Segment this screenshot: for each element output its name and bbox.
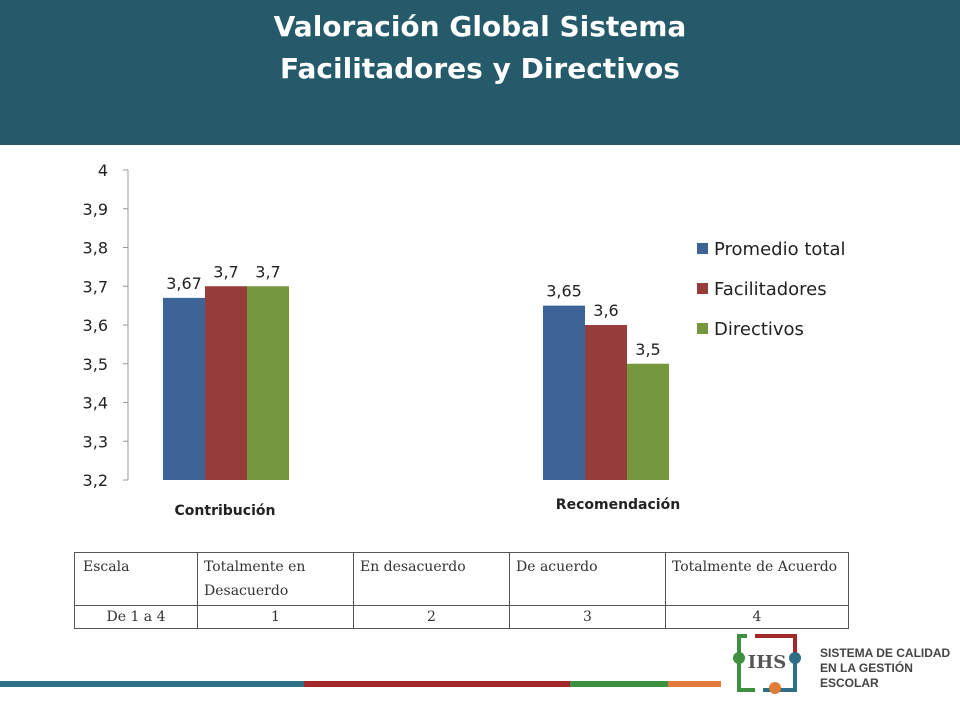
header-banner: Valoración Global Sistema Facilitadores …: [0, 0, 960, 145]
data-label: 3,67: [166, 274, 202, 293]
page-title-line1: Valoración Global Sistema: [273, 10, 687, 43]
bar-promedio-total: [543, 305, 585, 480]
data-label: 3,65: [546, 282, 582, 301]
scale-value-cell: De 1 a 4: [74, 605, 198, 629]
bar-directivos: [627, 363, 669, 480]
logo-mark-text: IHS: [748, 652, 786, 673]
scale-header-cell: Escala: [74, 552, 198, 606]
page-title-line2: Facilitadores y Directivos: [280, 52, 680, 85]
footer-stripe-red: [304, 681, 570, 687]
scale-value-cell: 2: [353, 605, 510, 629]
legend-label: Promedio total: [714, 239, 845, 260]
bar-promedio-total: [163, 297, 205, 480]
footer-stripes: [0, 681, 960, 687]
bar-directivos: [247, 286, 289, 480]
y-tick-label: 3,3: [83, 432, 108, 451]
scale-value-cell: 4: [665, 605, 849, 629]
logo-text: SISTEMA DE CALIDAD EN LA GESTIÓN ESCOLAR: [820, 646, 951, 690]
scale-header-cell: Totalmente en Desacuerdo: [197, 552, 354, 606]
footer-stripe-blue: [0, 681, 304, 687]
legend-label: Directivos: [714, 319, 804, 340]
scale-table-header-row: Escala Totalmente en Desacuerdo En desac…: [74, 552, 849, 606]
scale-header-cell: De acuerdo: [509, 552, 666, 606]
footer-stripe-green: [570, 681, 668, 687]
scale-header-cell: En desacuerdo: [353, 552, 510, 606]
y-tick-label: 3,5: [83, 355, 108, 374]
data-label: 3,5: [635, 340, 660, 359]
y-tick-label: 3,4: [83, 394, 108, 413]
bar-facilitadores: [585, 325, 627, 480]
data-label: 3,7: [255, 262, 280, 281]
bar-chart: 3,2 3,3 3,4 3,5 3,6 3,7 3,8 3,9 4 3,67 3,7 3,7 Contr…: [83, 161, 846, 519]
footer-stripe-orange: [668, 681, 721, 687]
scale-value-cell: 3: [509, 605, 666, 629]
category-label: Recomendación: [556, 497, 680, 513]
scale-value-cell: 1: [197, 605, 354, 629]
y-tick-label: 3,8: [83, 239, 108, 258]
y-tick-label: 4: [98, 161, 108, 180]
data-label: 3,7: [213, 262, 238, 281]
y-tick-label: 3,6: [83, 316, 108, 335]
y-tick-label: 3,9: [83, 200, 108, 219]
data-label: 3,6: [593, 301, 618, 320]
scale-header-cell: Totalmente de Acuerdo: [665, 552, 849, 606]
y-tick-label: 3,2: [83, 471, 108, 490]
y-tick-label: 3,7: [83, 277, 108, 296]
legend-swatch: [697, 283, 708, 294]
bar-facilitadores: [205, 286, 247, 480]
scale-table: Escala Totalmente en Desacuerdo En desac…: [74, 552, 849, 629]
legend-label: Facilitadores: [714, 279, 827, 300]
school-quality-logo-icon: IHS: [733, 634, 801, 694]
scale-table-value-row: De 1 a 4 1 2 3 4: [74, 605, 849, 629]
legend-swatch: [697, 323, 708, 334]
legend-swatch: [697, 243, 708, 254]
category-label: Contribución: [175, 503, 276, 519]
